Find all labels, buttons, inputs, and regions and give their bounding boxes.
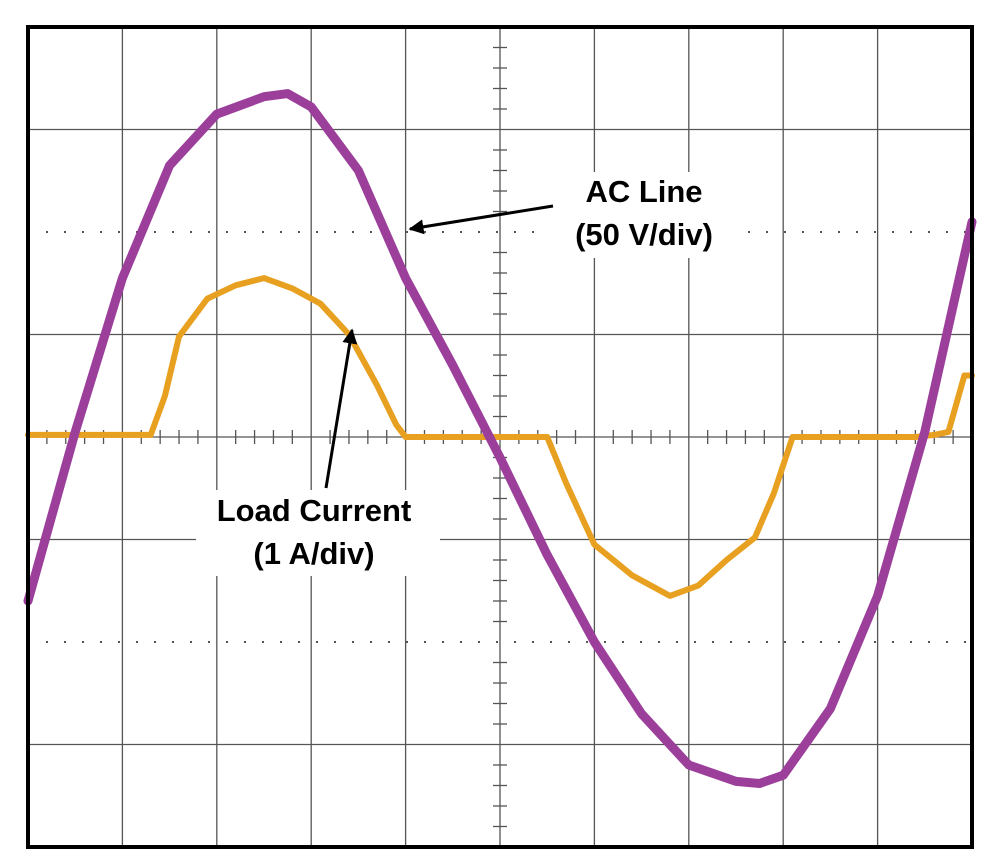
load-current-annotation: Load Current (1 A/div) <box>196 328 440 576</box>
load-current-scale-label: (1 A/div) <box>253 536 374 571</box>
load-current-arrow <box>324 328 358 489</box>
load-current-label-bg <box>196 490 440 576</box>
ac-line-trace <box>23 89 977 788</box>
graticule <box>28 27 972 847</box>
traces <box>23 89 977 788</box>
ac-line-annotation: AC Line (50 V/div) <box>408 172 738 258</box>
ac-line-label: AC Line <box>585 174 702 209</box>
ac-line-arrow <box>408 204 554 235</box>
ac-line-label-bg <box>548 172 738 258</box>
ac-line-scale-label: (50 V/div) <box>575 217 713 252</box>
load-current-label: Load Current <box>217 493 412 528</box>
screen-border <box>26 25 974 849</box>
load-current-trace <box>25 275 975 599</box>
